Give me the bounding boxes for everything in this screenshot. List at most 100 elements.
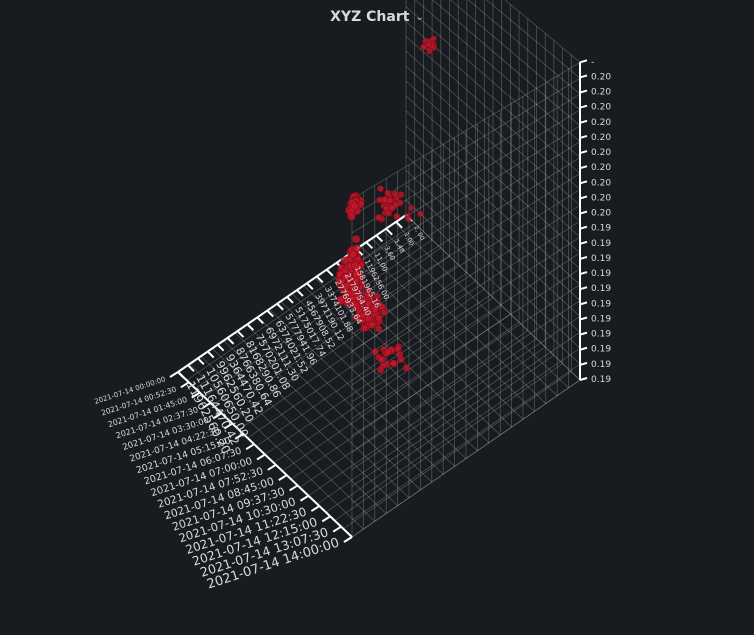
wall-grid-line [405,199,581,365]
data-point[interactable] [352,302,361,311]
data-point[interactable] [358,311,367,320]
y-tick [266,309,274,318]
floor-grid-line [247,280,476,439]
z-tick-label: 0.19 [591,284,611,294]
data-point[interactable] [348,250,357,259]
data-point[interactable] [375,325,383,333]
data-point[interactable] [342,281,351,290]
wall-grid-line [351,204,581,352]
data-point[interactable] [380,308,389,317]
data-point[interactable] [420,43,427,51]
data-point[interactable] [374,314,383,322]
data-point[interactable] [426,47,433,55]
wall-grid-line [351,284,581,436]
z-tick-label: 0.19 [591,330,611,340]
wall-grid-line [405,110,581,270]
data-point[interactable] [384,189,392,197]
data-point[interactable] [352,234,361,244]
x-tick [310,505,320,512]
floor-grid-line [351,379,581,538]
floor-grid-line [371,238,547,404]
floor-grid-line [234,332,410,499]
data-point[interactable] [340,256,349,265]
chevron-down-icon[interactable]: ⌄ [415,11,424,23]
data-point[interactable] [385,209,393,217]
data-point[interactable] [336,295,345,304]
data-point[interactable] [384,348,392,356]
points-layer [335,35,438,374]
data-point[interactable] [393,212,401,220]
x-tick [223,422,233,430]
data-point[interactable] [342,272,351,281]
z-tick [579,74,588,79]
floor-grid-line [299,330,528,488]
data-point[interactable] [389,359,398,367]
data-point[interactable] [407,205,415,212]
y-tick [177,371,185,379]
data-point[interactable] [376,196,383,204]
x-tick [169,371,179,378]
floor-grid-line [382,230,558,396]
x-tick [180,381,190,389]
floor-grid-line [211,348,387,514]
data-point[interactable] [364,314,373,323]
wall-grid-line [405,170,581,333]
data-point[interactable] [405,215,412,223]
z-tick-label: 0.20 [591,178,611,188]
wall-grid-line [414,0,581,142]
z-tick-label: 0.19 [591,254,611,264]
z-tick-label: 0.19 [591,345,611,355]
z-tick-label: 0.20 [591,148,611,158]
wall-grid-line [405,125,581,285]
floor-grid-line [212,247,441,406]
wall-grid-line [351,347,581,504]
z-tick [579,240,588,245]
data-point[interactable] [351,261,360,270]
data-point[interactable] [375,214,383,221]
wall-grid-line [405,6,581,158]
data-point[interactable] [395,350,404,359]
z-tick-label: 0.19 [591,360,611,370]
floor-grid-line [189,363,364,530]
data-point[interactable] [347,212,356,221]
data-point[interactable] [389,204,396,212]
z-tick [579,361,588,366]
wall-grid-line [351,220,581,369]
data-point[interactable] [378,355,386,364]
floor-grid-line [230,264,459,422]
data-point[interactable] [402,364,411,372]
wall-grid-line [351,157,581,301]
data-point[interactable] [391,190,399,198]
x-tick [245,443,255,451]
floor-grid-line [334,363,563,521]
data-point[interactable] [368,321,376,329]
data-point[interactable] [397,191,405,199]
data-point[interactable] [417,210,424,218]
floor-grid-line [317,346,546,505]
floor-grid-line [343,371,572,530]
data-point[interactable] [350,201,359,211]
z-tick-label: - [591,57,594,67]
wall-grid-line [351,141,581,284]
z-tick-label: 0.19 [591,224,611,234]
data-point[interactable] [425,41,433,48]
wall-grid-line [405,140,581,301]
y-tick [246,323,255,331]
x-tick [202,402,212,409]
z-tick [579,134,588,139]
data-point[interactable] [386,196,394,204]
panel-title-menu[interactable]: XYZ Chart ⌄ [330,9,424,25]
data-point[interactable] [360,324,368,332]
x-tick [321,515,331,523]
data-point[interactable] [376,366,385,374]
panel-header: XYZ Chart ⌄ [0,0,754,34]
wall-grid-line [351,189,581,335]
floor-grid-line [308,338,537,497]
data-point[interactable] [371,347,379,356]
wall-grid-line [351,363,581,521]
x-tick [278,474,288,481]
data-point[interactable] [370,305,379,314]
z-tick [579,119,588,124]
data-point[interactable] [377,185,384,193]
